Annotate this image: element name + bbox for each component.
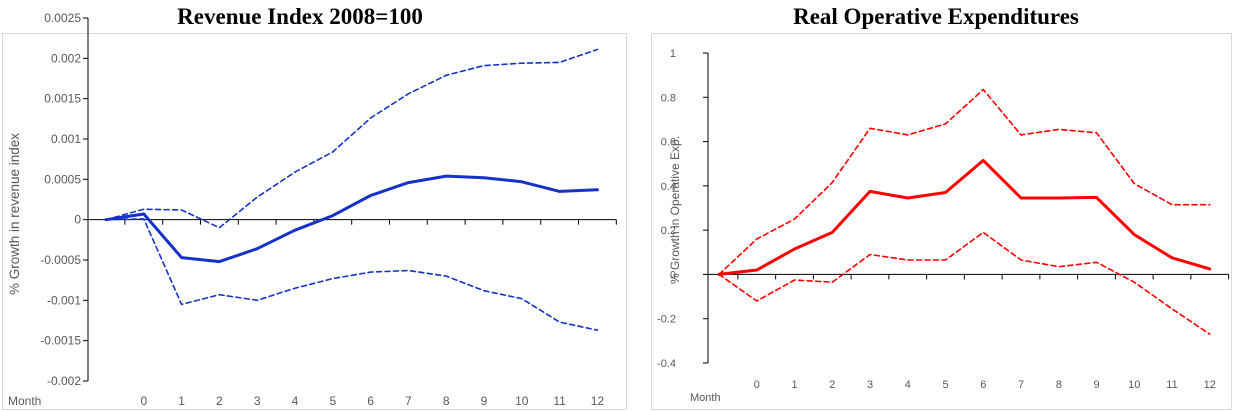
revenue-chart: -0.002 -0.0015 -0.001 -0.0005 0 0.0005 0.001 0.… xyxy=(2,11,627,410)
x-tick-label: 7 xyxy=(1018,379,1024,391)
chart-title-expenditures: Real Operative Expenditures xyxy=(793,4,1079,29)
y-tick-label: 0.8 xyxy=(661,92,676,104)
x-tick-label: 0 xyxy=(140,394,147,408)
chart-frame xyxy=(651,33,1232,410)
x-tick-label: 0 xyxy=(754,379,760,391)
x-tick-label: 11 xyxy=(553,394,566,408)
chart-title-revenue: Revenue Index 2008=100 xyxy=(177,4,423,29)
y-tick-label: 0.0015 xyxy=(44,92,81,106)
y-tick-label: 0 xyxy=(74,213,81,227)
confidence-band-line xyxy=(105,218,599,332)
confidence-band-line xyxy=(718,88,1211,276)
x-tick-label: 3 xyxy=(254,394,261,408)
y-tick-label: 0.002 xyxy=(51,51,81,65)
y-tick-label: 0.001 xyxy=(51,132,81,146)
y-tick-label: 0.2 xyxy=(661,225,676,237)
x-tick-label: 12 xyxy=(1204,379,1216,391)
x-axis-name: Month xyxy=(8,394,41,408)
x-tick-label: 4 xyxy=(292,394,299,408)
x-tick-label: 9 xyxy=(1093,379,1099,391)
y-tick-label: 0.6 xyxy=(661,137,676,149)
x-tick-label: 6 xyxy=(367,394,374,408)
x-tick-label: 4 xyxy=(905,379,911,391)
y-tick-label: -0.0005 xyxy=(40,253,81,267)
y-tick-label: 0 xyxy=(670,269,676,281)
x-tick-label: 3 xyxy=(867,379,873,391)
estimate-line xyxy=(104,174,599,264)
confidence-band-line xyxy=(105,48,599,229)
expenditure-chart: -0.4-0.200.20.40.60.810 1 2 3 4 5 6 7 8 9 10 11 12Mo… xyxy=(651,33,1232,410)
x-axis-name: Month xyxy=(690,392,721,404)
x-tick-label: 1 xyxy=(791,379,797,391)
x-tick-label: 9 xyxy=(481,394,488,408)
x-tick-label: 10 xyxy=(515,394,529,408)
y-tick-label: -0.4 xyxy=(657,358,676,370)
x-tick-label: 5 xyxy=(942,379,948,391)
x-tick-label: 8 xyxy=(1056,379,1062,391)
confidence-band-line xyxy=(718,231,1211,336)
x-tick-label: 2 xyxy=(216,394,223,408)
x-tick-label: 6 xyxy=(980,379,986,391)
x-tick-label: 5 xyxy=(329,394,336,408)
y-axis-title: % Growth in revenue index xyxy=(7,133,22,295)
y-tick-label: 1 xyxy=(670,48,676,60)
estimate-line xyxy=(717,158,1212,276)
y-tick-label: 0.4 xyxy=(661,181,676,193)
y-tick-label: 0.0025 xyxy=(44,11,81,25)
y-tick-label: -0.002 xyxy=(47,374,81,388)
x-tick-label: 7 xyxy=(405,394,412,408)
x-tick-label: 8 xyxy=(443,394,450,408)
y-tick-label: -0.0015 xyxy=(40,334,81,348)
x-tick-label: 12 xyxy=(591,394,605,408)
y-tick-label: -0.001 xyxy=(47,293,81,307)
y-tick-label: 0.0005 xyxy=(44,172,81,186)
x-tick-label: 1 xyxy=(178,394,185,408)
y-axis-title: % Growth in Operative Exp. xyxy=(668,136,682,284)
y-tick-label: -0.2 xyxy=(657,314,676,326)
x-tick-label: 2 xyxy=(829,379,835,391)
x-tick-label: 11 xyxy=(1166,379,1177,391)
x-tick-label: 10 xyxy=(1128,379,1140,391)
